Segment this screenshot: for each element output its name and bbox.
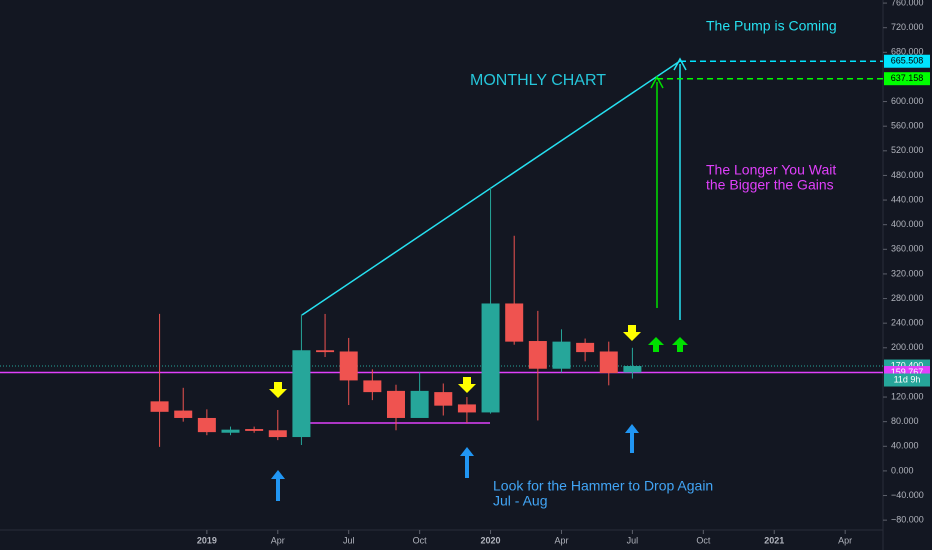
x-tick-label: Apr [271, 535, 285, 545]
candle-body [221, 429, 240, 433]
annotation: the Bigger the Gains [706, 177, 834, 193]
y-tick-label: 440.000 [891, 194, 924, 204]
candle-body [197, 417, 216, 433]
candle-body [576, 342, 595, 353]
y-tick-label: 560.000 [891, 121, 924, 131]
up-arrow [648, 337, 664, 352]
candle-body [174, 410, 193, 418]
y-tick-label: −80.000 [891, 515, 924, 525]
annotation: Look for the Hammer to Drop Again [493, 478, 713, 494]
price-label: 637.158 [891, 73, 924, 83]
up-arrow [625, 424, 639, 453]
chart-title: MONTHLY CHART [470, 72, 606, 89]
y-tick-label: 80.000 [891, 416, 919, 426]
y-tick-label: 40.000 [891, 441, 919, 451]
x-tick-label: Apr [838, 535, 852, 545]
price-label-box [884, 54, 930, 68]
x-tick-label: Oct [413, 535, 428, 545]
candle-body [386, 390, 405, 418]
annotation: The Pump is Coming [706, 18, 837, 34]
candle-body [245, 429, 264, 431]
up-arrow [271, 470, 285, 501]
up-arrow [672, 337, 688, 352]
candle-body [599, 351, 618, 374]
y-tick-label: 0.000 [891, 465, 914, 475]
candle-body [150, 401, 169, 412]
y-tick-label: 240.000 [891, 318, 924, 328]
candle-body [552, 341, 571, 369]
y-tick-label: 720.000 [891, 22, 924, 32]
x-tick-label: Jul [343, 535, 355, 545]
candle-body [268, 430, 287, 438]
y-tick-label: 320.000 [891, 268, 924, 278]
y-tick-label: 200.000 [891, 342, 924, 352]
candle-body [363, 380, 382, 393]
price-label: 170.400 [891, 360, 924, 370]
countdown: 11d 9h [894, 374, 921, 384]
candle-body [292, 350, 311, 438]
annotation: The Longer You Wait [706, 162, 836, 178]
x-tick-label: 2019 [197, 535, 217, 545]
y-tick-label: 480.000 [891, 170, 924, 180]
candle-body [623, 366, 642, 373]
y-tick-label: 600.000 [891, 96, 924, 106]
candle-body [339, 351, 358, 381]
y-tick-label: 680.000 [891, 47, 924, 57]
candle-body [528, 341, 547, 369]
candle-body [481, 303, 500, 413]
arrows [269, 325, 688, 501]
candle-body [434, 392, 453, 406]
price-label-box [884, 72, 930, 86]
y-tick-label: 280.000 [891, 293, 924, 303]
y-tick-label: 400.000 [891, 219, 924, 229]
down-arrow [458, 377, 476, 393]
y-tick-label: 120.000 [891, 391, 924, 401]
y-tick-label: 520.000 [891, 145, 924, 155]
x-tick-label: Apr [554, 535, 568, 545]
x-tick-label: 2021 [764, 535, 784, 545]
x-tick-label: Oct [696, 535, 711, 545]
candle-body [316, 350, 335, 353]
x-tick-label: Jul [627, 535, 639, 545]
candle-body [410, 390, 429, 418]
countdown-box [884, 373, 930, 387]
candle-body [505, 303, 524, 342]
candle-body [457, 404, 476, 413]
price-label: 159.767 [891, 367, 924, 377]
x-tick-label: 2020 [481, 535, 501, 545]
annotation: Jul - Aug [493, 493, 547, 509]
arrow-head [673, 57, 687, 71]
y-tick-label: 360.000 [891, 244, 924, 254]
down-arrow [623, 325, 641, 341]
arrow-head [650, 75, 664, 89]
y-tick-label: −40.000 [891, 490, 924, 500]
price-label: 665.508 [891, 56, 924, 66]
down-arrow [269, 382, 287, 398]
up-arrow [460, 447, 474, 478]
y-tick-label: 760.000 [891, 0, 924, 7]
